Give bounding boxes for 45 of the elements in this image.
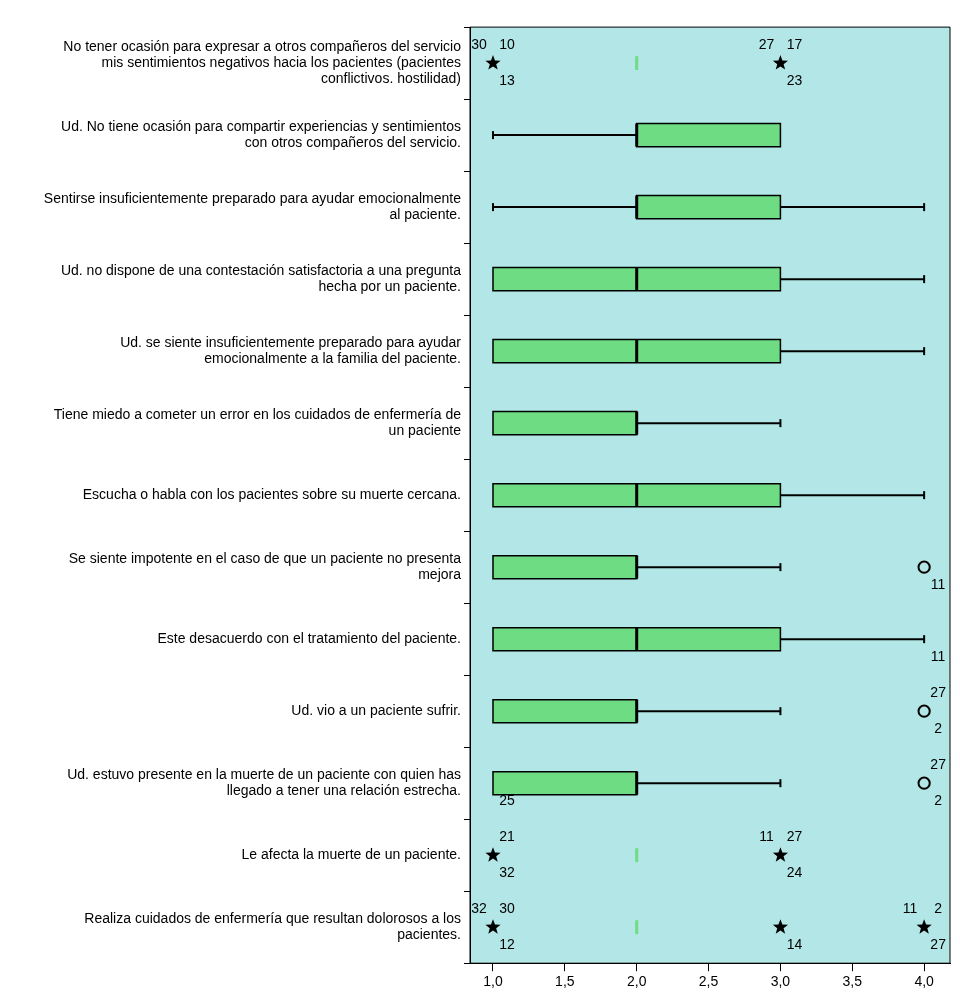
annotation: 30 <box>499 900 515 917</box>
y-tick-label: No tener ocasión para expresar a otros compañeros del servicio mis sentimientos negativos hacia los pacientes (pacientes conflictivos. hostilidad) <box>63 37 462 87</box>
annotation: 23 <box>786 71 803 88</box>
annotation: 32 <box>471 900 487 917</box>
annotation: 2 <box>934 900 943 917</box>
y-tick-label: Ud. vio a un paciente sufrir. <box>291 702 461 719</box>
y-tick-label: Ud. no dispone de una contestación satisfactoria a una pregunta hecha por un paciente. <box>60 261 462 295</box>
y-tick-label: Ud. estuvo presente en la muerte de un paciente con quien has llegado a tener una relación estrecha. <box>67 765 461 799</box>
annotation: 11 <box>930 576 946 593</box>
y-tick-label: Tiene miedo a cometer un error en los cuidados de enfermería de un paciente <box>53 405 462 439</box>
x-tick-label: 4,0 <box>914 973 935 990</box>
annotation: 25 <box>499 792 515 809</box>
y-tick-label: Ud. se siente insuficientemente preparado para ayudar emocionalmente a la familia del paciente. <box>120 333 462 367</box>
annotation: 24 <box>786 864 803 881</box>
annotation: 11 <box>902 900 918 917</box>
y-tick-label: Realiza cuidados de enfermería que resultan dolorosos a los pacientes. <box>84 910 461 943</box>
x-tick-label: 2,5 <box>698 973 719 990</box>
y-tick-label: Este desacuerdo con el tratamiento del paciente. <box>157 630 461 647</box>
annotation: 27 <box>930 756 947 773</box>
annotation: 2 <box>934 720 943 737</box>
annotation: 27 <box>758 35 775 52</box>
y-tick-label: Escucha o habla con los pacientes sobre su muerte cercana. <box>82 486 461 503</box>
annotation: 11 <box>759 828 774 845</box>
annotation: 27 <box>930 684 947 701</box>
x-tick-label: 2,0 <box>626 973 647 990</box>
annotation: 32 <box>499 864 515 881</box>
annotation: 14 <box>786 936 803 953</box>
x-tick-label: 1,0 <box>483 973 503 990</box>
x-tick-label: 3,5 <box>842 973 863 990</box>
y-tick-label: Sentirse insuficientemente preparado para ayudar emocionalmente al paciente. <box>43 189 462 223</box>
annotation: 12 <box>499 936 515 953</box>
y-tick-label: Le afecta la muerte de un paciente. <box>241 846 461 863</box>
annotation: 11 <box>930 648 946 665</box>
annotation: 13 <box>499 71 515 88</box>
x-tick-label: 3,0 <box>770 973 791 990</box>
annotation: 27 <box>786 828 803 845</box>
annotation: 17 <box>786 35 803 52</box>
y-tick-label: Ud. No tiene ocasión para compartir experiencias y sentimientos con otros compañeros del servicio. <box>61 117 461 151</box>
annotation: 27 <box>930 936 947 953</box>
y-tick-label: Se siente impotente en el caso de que un paciente no presenta mejora <box>68 549 462 583</box>
x-tick-label: 1,5 <box>555 973 575 990</box>
annotation: 30 <box>471 35 487 52</box>
annotation: 21 <box>499 828 515 845</box>
annotation: 10 <box>499 35 515 52</box>
annotation: 2 <box>934 792 943 809</box>
